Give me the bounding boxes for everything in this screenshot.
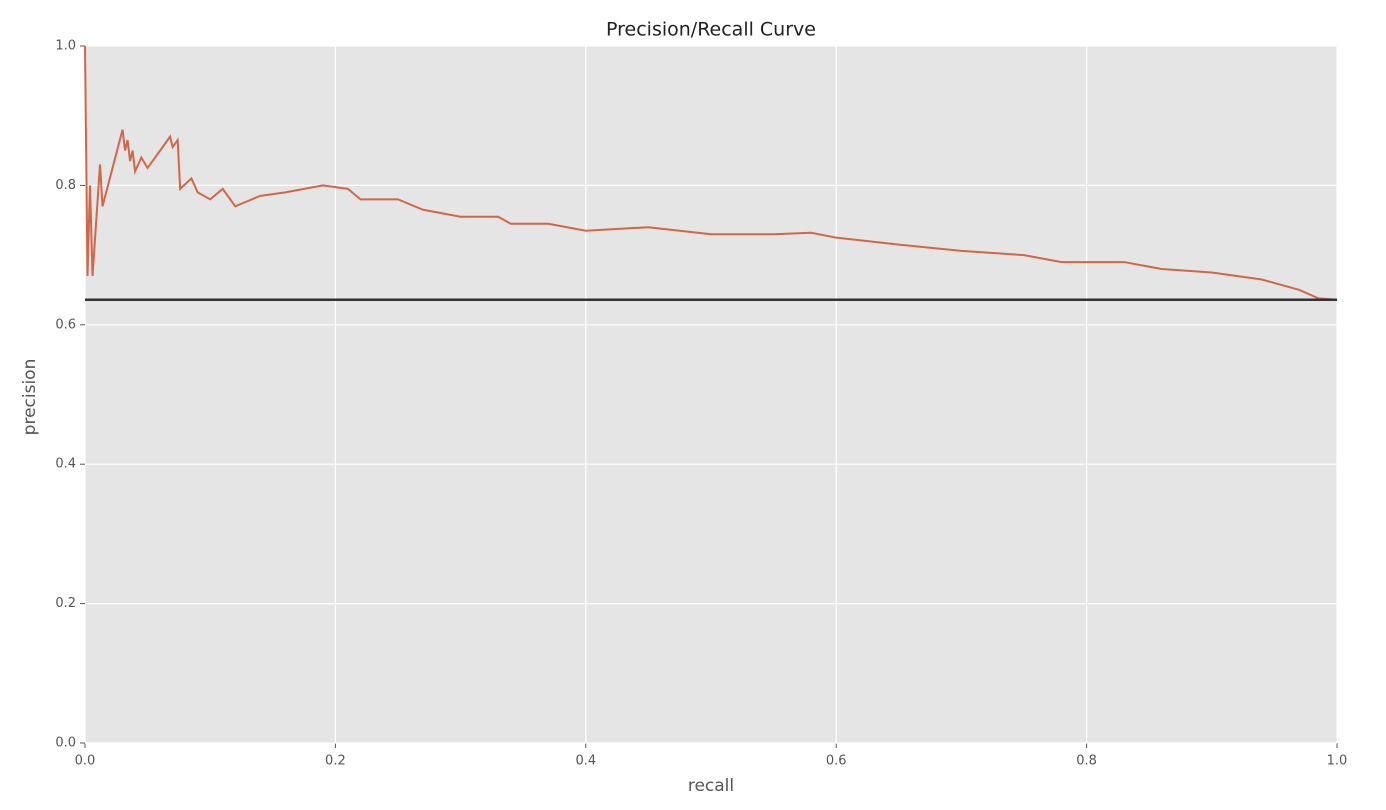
x-tick-label: 0.6 (826, 754, 847, 769)
x-tick-label: 0.0 (75, 754, 96, 769)
x-tick-label: 0.4 (575, 754, 596, 769)
y-tick-label: 0.6 (55, 317, 76, 332)
x-axis-label: recall (688, 776, 734, 796)
y-tick-label: 0.2 (55, 596, 76, 611)
x-tick-label: 0.2 (325, 754, 346, 769)
y-axis-label: precision (20, 359, 40, 436)
plot-area (85, 46, 1337, 743)
y-tick-label: 0.0 (55, 736, 76, 751)
y-tick-label: 1.0 (55, 39, 76, 54)
x-tick-label: 1.0 (1327, 754, 1348, 769)
y-tick-label: 0.8 (55, 178, 76, 193)
y-tick-label: 0.4 (55, 457, 76, 472)
line (84, 45, 1338, 301)
x-tick-label: 0.8 (1076, 754, 1097, 769)
chart-title: Precision/Recall Curve (606, 19, 816, 41)
